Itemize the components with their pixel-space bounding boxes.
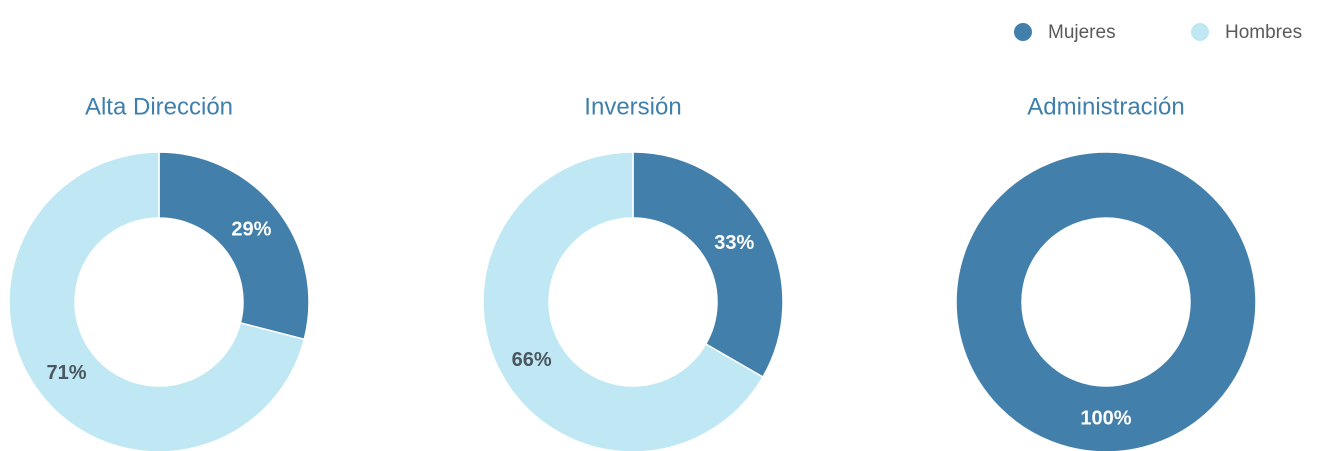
value-label: 100% [1080,407,1131,429]
donut-slice [8,151,306,451]
donut-slice [158,151,310,341]
donut-slice [632,151,784,379]
chart-title: Inversión [584,93,681,120]
donut-slice [955,151,1257,451]
value-label: 71% [47,362,87,384]
value-label: 29% [231,219,271,241]
legend-label: Mujeres [1048,22,1116,43]
chart-title: Alta Dirección [85,93,233,120]
value-label: 33% [714,232,754,254]
chart-title: Administración [1027,93,1184,120]
legend-swatch [1014,23,1032,41]
legend-label: Hombres [1225,22,1302,43]
value-label: 66% [512,349,552,371]
donut-slice [482,151,764,451]
legend-swatch [1191,23,1209,41]
